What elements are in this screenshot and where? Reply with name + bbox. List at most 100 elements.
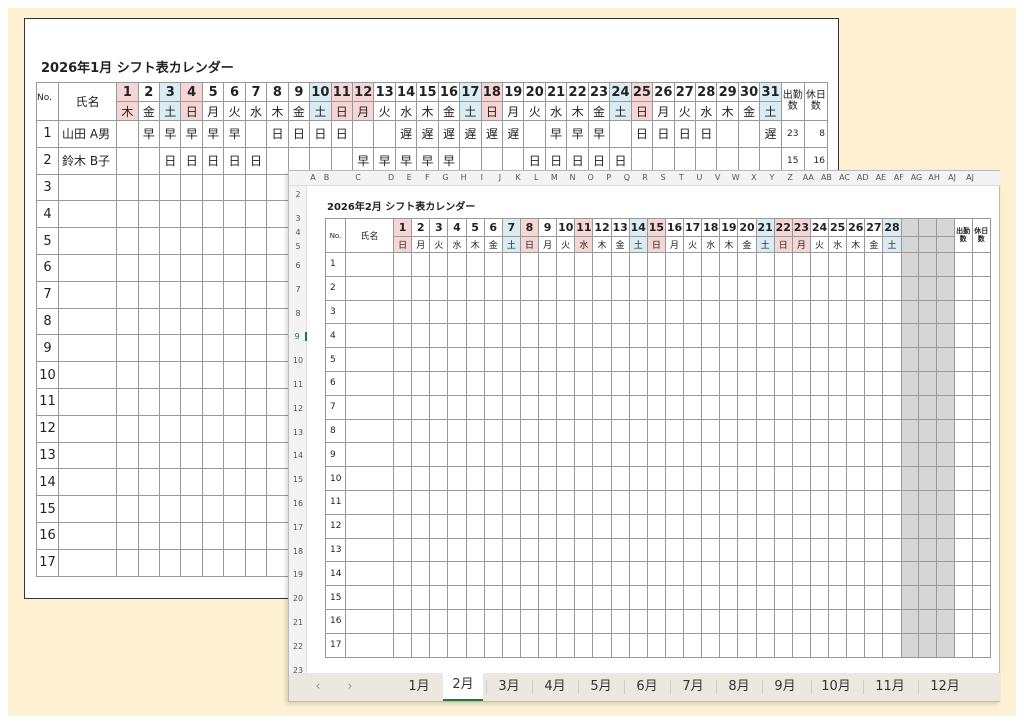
shift-cell[interactable] bbox=[223, 441, 246, 470]
shift-cell[interactable] bbox=[556, 489, 576, 515]
shift-cell[interactable] bbox=[201, 387, 225, 416]
shift-cell[interactable]: 早 bbox=[223, 120, 246, 148]
shift-cell[interactable] bbox=[465, 299, 485, 325]
shift-cell[interactable] bbox=[465, 275, 485, 301]
shift-cell[interactable] bbox=[610, 608, 630, 634]
shift-cell[interactable] bbox=[429, 442, 449, 468]
shift-cell[interactable] bbox=[592, 513, 612, 539]
employee-name[interactable] bbox=[58, 441, 118, 470]
shift-cell[interactable]: 早 bbox=[544, 120, 568, 148]
shift-cell[interactable] bbox=[501, 585, 521, 610]
shift-cell[interactable]: 遅 bbox=[416, 120, 439, 148]
shift-cell[interactable] bbox=[429, 323, 449, 349]
shift-cell[interactable] bbox=[701, 442, 721, 468]
shift-cell[interactable] bbox=[137, 173, 161, 202]
shift-cell[interactable] bbox=[755, 489, 775, 515]
shift-cell[interactable] bbox=[465, 418, 485, 444]
shift-cell[interactable] bbox=[683, 299, 703, 325]
shift-cell[interactable] bbox=[646, 585, 666, 610]
shift-cell[interactable] bbox=[556, 275, 576, 301]
employee-name[interactable] bbox=[344, 537, 395, 563]
shift-cell[interactable] bbox=[201, 414, 225, 443]
shift-cell[interactable] bbox=[116, 200, 139, 229]
shift-cell[interactable] bbox=[483, 323, 503, 349]
row-number-header[interactable]: 9 bbox=[289, 332, 307, 342]
shift-cell[interactable] bbox=[429, 585, 449, 610]
shift-cell[interactable] bbox=[628, 275, 648, 301]
shift-cell[interactable] bbox=[393, 585, 413, 610]
shift-cell[interactable] bbox=[556, 442, 576, 468]
shift-cell[interactable] bbox=[556, 513, 576, 539]
shift-cell[interactable] bbox=[180, 441, 203, 470]
shift-cell[interactable] bbox=[846, 442, 866, 468]
shift-cell[interactable] bbox=[447, 513, 467, 539]
shift-cell[interactable] bbox=[465, 608, 485, 634]
row-number-header[interactable]: 23 bbox=[292, 666, 304, 675]
shift-cell[interactable]: 遅 bbox=[502, 120, 525, 148]
shift-cell[interactable] bbox=[137, 548, 161, 577]
shift-cell[interactable] bbox=[664, 252, 685, 277]
employee-name[interactable] bbox=[58, 361, 118, 389]
shift-cell[interactable] bbox=[447, 585, 467, 610]
shift-cell[interactable] bbox=[646, 608, 666, 634]
shift-cell[interactable] bbox=[683, 585, 703, 610]
shift-cell[interactable] bbox=[864, 394, 884, 420]
shift-cell[interactable] bbox=[737, 252, 757, 277]
shift-cell[interactable] bbox=[201, 441, 225, 470]
shift-cell[interactable] bbox=[683, 537, 703, 563]
shift-cell[interactable]: 日 bbox=[287, 120, 311, 148]
shift-cell[interactable] bbox=[556, 252, 576, 277]
column-letter[interactable]: M bbox=[550, 173, 558, 182]
shift-cell[interactable] bbox=[773, 347, 793, 372]
column-letter[interactable]: G bbox=[442, 173, 449, 182]
shift-cell[interactable] bbox=[737, 323, 757, 349]
shift-cell[interactable] bbox=[266, 200, 289, 229]
shift-cell[interactable] bbox=[828, 466, 848, 491]
shift-cell[interactable] bbox=[701, 513, 721, 539]
row-number-header[interactable]: 7 bbox=[295, 284, 301, 294]
shift-cell[interactable] bbox=[646, 513, 666, 539]
shift-cell[interactable] bbox=[628, 537, 648, 563]
shift-cell[interactable] bbox=[201, 200, 225, 229]
shift-cell[interactable] bbox=[244, 120, 268, 148]
shift-cell[interactable]: 日 bbox=[244, 146, 268, 175]
shift-cell[interactable] bbox=[159, 495, 182, 523]
shift-cell[interactable] bbox=[791, 394, 811, 420]
shift-cell[interactable] bbox=[646, 537, 666, 563]
shift-cell[interactable] bbox=[393, 632, 413, 658]
shift-cell[interactable] bbox=[592, 418, 612, 444]
shift-cell[interactable] bbox=[828, 585, 848, 610]
shift-cell[interactable] bbox=[701, 561, 721, 587]
row-number-header[interactable]: 12 bbox=[292, 403, 304, 413]
shift-cell[interactable] bbox=[266, 548, 289, 577]
employee-name[interactable] bbox=[58, 334, 118, 363]
shift-cell[interactable] bbox=[465, 561, 485, 587]
shift-cell[interactable] bbox=[519, 489, 540, 515]
shift-cell[interactable] bbox=[556, 370, 576, 396]
shift-cell[interactable] bbox=[223, 548, 246, 577]
employee-name[interactable] bbox=[344, 632, 395, 658]
shift-cell[interactable] bbox=[519, 442, 540, 468]
shift-cell[interactable] bbox=[592, 608, 612, 634]
shift-cell[interactable] bbox=[755, 347, 775, 372]
shift-cell[interactable] bbox=[538, 418, 558, 444]
employee-name[interactable]: 鈴木 B子 bbox=[58, 146, 118, 175]
shift-cell[interactable] bbox=[538, 561, 558, 587]
shift-cell[interactable] bbox=[393, 252, 413, 277]
shift-cell[interactable] bbox=[556, 561, 576, 587]
shift-cell[interactable] bbox=[755, 299, 775, 325]
shift-cell[interactable] bbox=[737, 275, 757, 301]
shift-cell[interactable] bbox=[592, 299, 612, 325]
shift-cell[interactable] bbox=[701, 252, 721, 277]
shift-cell[interactable] bbox=[791, 608, 811, 634]
shift-cell[interactable] bbox=[846, 466, 866, 491]
sheet-tab-11[interactable]: 11月 bbox=[875, 679, 905, 694]
shift-cell[interactable] bbox=[755, 608, 775, 634]
employee-name[interactable] bbox=[344, 252, 395, 277]
shift-cell[interactable] bbox=[646, 252, 666, 277]
employee-name[interactable] bbox=[58, 521, 118, 550]
shift-cell[interactable] bbox=[538, 299, 558, 325]
shift-cell[interactable] bbox=[159, 387, 182, 416]
shift-cell[interactable] bbox=[628, 561, 648, 587]
shift-cell[interactable]: 日 bbox=[180, 146, 203, 175]
